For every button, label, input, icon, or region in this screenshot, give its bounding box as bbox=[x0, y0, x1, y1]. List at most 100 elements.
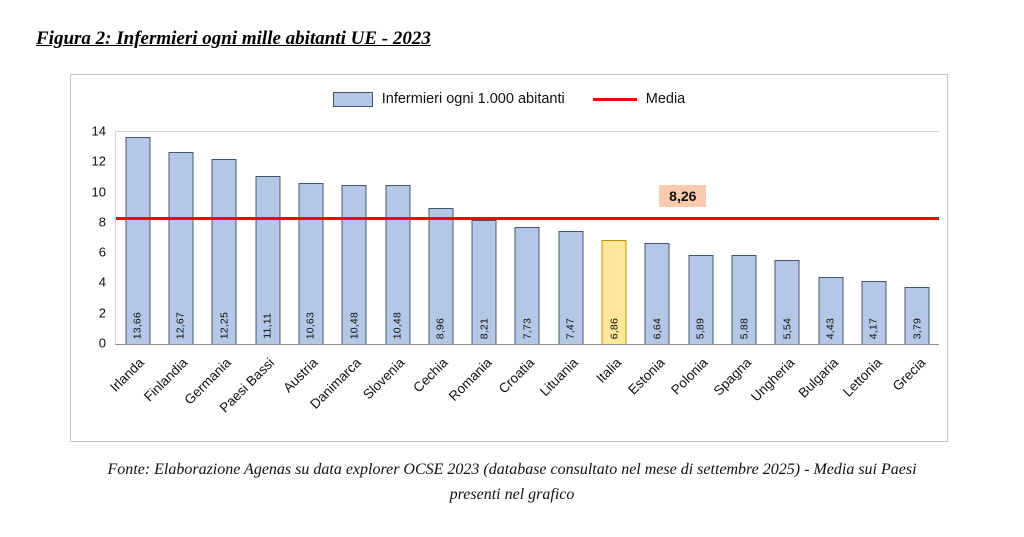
footnote: Fonte: Elaborazione Agenas su data explo… bbox=[0, 458, 1024, 508]
bar-slot: 6,86 bbox=[592, 132, 635, 344]
x-axis-labels: Irlanda Finlandia Germania Paesi Bassi Austr… bbox=[107, 345, 939, 445]
bar-slot: 5,54 bbox=[766, 132, 809, 344]
bar-value-label: 4,43 bbox=[824, 317, 837, 339]
y-tick-label: 0 bbox=[98, 335, 106, 351]
bar-value-label: 11,11 bbox=[261, 313, 274, 339]
x-axis-label: Lituania bbox=[536, 355, 581, 400]
bar-value-label: 7,73 bbox=[521, 317, 534, 339]
bar-slot: 5,89 bbox=[679, 132, 722, 344]
media-line bbox=[116, 216, 939, 220]
figure-title: Figura 2: Infermieri ogni mille abitanti… bbox=[36, 28, 431, 49]
bar-value-label: 10,63 bbox=[304, 311, 317, 339]
x-axis-label: Irlanda bbox=[107, 355, 148, 395]
y-tick-label: 2 bbox=[98, 305, 106, 321]
bar-value-label: 8,21 bbox=[478, 317, 491, 339]
bar: 10,63 bbox=[298, 183, 324, 344]
bar-slot: 12,25 bbox=[203, 132, 246, 344]
bar-value-label: 13,66 bbox=[131, 311, 144, 339]
bar-value-label: 6,64 bbox=[651, 317, 664, 339]
chart-region: 0 2 4 6 8 10 12 14 13,66 12,67 12,25 11,11 10,63 10,… bbox=[77, 124, 939, 445]
bar-slot: 5,88 bbox=[722, 132, 765, 344]
legend-item-media: Media bbox=[592, 91, 686, 107]
bar-value-label: 5,88 bbox=[738, 317, 751, 339]
bar: 11,11 bbox=[255, 175, 281, 344]
bar: 4,43 bbox=[818, 276, 844, 344]
bar-slot: 10,48 bbox=[376, 132, 419, 344]
bar: 12,67 bbox=[168, 152, 194, 344]
bar: 6,64 bbox=[644, 243, 670, 344]
bar-slot: 8,21 bbox=[463, 132, 506, 344]
media-line-icon bbox=[592, 97, 637, 101]
bar: 12,25 bbox=[211, 158, 237, 344]
x-axis-label: Lettonia bbox=[839, 355, 885, 400]
bar: 7,47 bbox=[558, 230, 584, 344]
y-tick-label: 4 bbox=[98, 274, 106, 290]
bar: 7,73 bbox=[514, 226, 540, 344]
x-axis-label: Cechia bbox=[410, 355, 451, 396]
plot-column: 13,66 12,67 12,25 11,11 10,63 10,48 10,48 8,96 8… bbox=[107, 131, 939, 445]
y-tick-label: 14 bbox=[91, 123, 106, 139]
legend-label-bars: Infermieri ogni 1.000 abitanti bbox=[381, 91, 565, 107]
y-tick-label: 10 bbox=[91, 184, 106, 200]
bar: 10,48 bbox=[341, 185, 367, 344]
bar-value-label: 4,17 bbox=[867, 317, 880, 339]
bar-swatch-icon bbox=[332, 91, 373, 107]
bar: 13,66 bbox=[125, 137, 151, 344]
x-axis-label: Croatia bbox=[496, 355, 538, 397]
media-value-label: 8,26 bbox=[659, 184, 707, 207]
bar: 8,21 bbox=[471, 219, 497, 344]
x-axis-label: Ungheria bbox=[748, 355, 798, 405]
y-tick-label: 6 bbox=[98, 244, 106, 260]
bar: 5,88 bbox=[731, 254, 757, 344]
bar-value-label: 10,48 bbox=[391, 311, 404, 339]
x-axis-label: Romania bbox=[445, 355, 495, 404]
bar-slot: 8,96 bbox=[419, 132, 462, 344]
bar-slot: 7,73 bbox=[506, 132, 549, 344]
bar-value-label: 8,96 bbox=[434, 317, 447, 339]
x-axis-label: Austria bbox=[280, 355, 321, 396]
x-axis-label: Grecia bbox=[889, 355, 928, 394]
bar-slot: 3,79 bbox=[896, 132, 939, 344]
bar: 5,54 bbox=[774, 260, 800, 344]
bar: 5,89 bbox=[688, 254, 714, 344]
bar: 3,79 bbox=[904, 286, 930, 344]
bar-slot: 12,67 bbox=[159, 132, 202, 344]
bar-slot: 7,47 bbox=[549, 132, 592, 344]
bar-value-label: 12,67 bbox=[174, 311, 187, 339]
y-tick-label: 12 bbox=[91, 153, 106, 169]
footnote-line-1: Fonte: Elaborazione Agenas su data explo… bbox=[107, 461, 917, 478]
y-tick-label: 8 bbox=[98, 214, 106, 230]
y-axis: 0 2 4 6 8 10 12 14 bbox=[77, 124, 115, 351]
bar-slot: 13,66 bbox=[116, 132, 159, 344]
bar-value-label: 5,54 bbox=[781, 317, 794, 339]
x-axis-label: Italia bbox=[593, 355, 625, 386]
plot-area: 13,66 12,67 12,25 11,11 10,63 10,48 10,48 8,96 8… bbox=[115, 131, 939, 345]
bar-slot: 6,64 bbox=[636, 132, 679, 344]
x-axis-label: Estonia bbox=[625, 355, 668, 398]
bar-slot: 10,63 bbox=[289, 132, 332, 344]
bars: 13,66 12,67 12,25 11,11 10,63 10,48 10,48 8,96 8… bbox=[116, 132, 939, 344]
bar: 10,48 bbox=[385, 185, 411, 344]
bar-value-label: 7,47 bbox=[564, 317, 577, 339]
bar-value-label: 3,79 bbox=[911, 317, 924, 339]
bar-value-label: 5,89 bbox=[694, 317, 707, 339]
legend-label-media: Media bbox=[645, 91, 686, 107]
legend: Infermieri ogni 1.000 abitanti Media bbox=[71, 91, 947, 107]
bar: 6,86 bbox=[601, 240, 627, 344]
bar-slot: 10,48 bbox=[333, 132, 376, 344]
x-axis-label: Bulgaria bbox=[795, 355, 842, 401]
x-axis-label: Slovenia bbox=[360, 355, 408, 403]
legend-item-bars: Infermieri ogni 1.000 abitanti bbox=[332, 91, 565, 107]
bar-value-label: 10,48 bbox=[348, 311, 361, 339]
footnote-line-2: presenti nel grafico bbox=[449, 485, 575, 503]
bar: 4,17 bbox=[861, 280, 887, 344]
bar-slot: 4,17 bbox=[852, 132, 895, 344]
bar-slot: 11,11 bbox=[246, 132, 289, 344]
bar-value-label: 6,86 bbox=[608, 317, 621, 339]
bar: 8,96 bbox=[428, 208, 454, 344]
bar-value-label: 12,25 bbox=[218, 311, 231, 339]
chart-frame: Infermieri ogni 1.000 abitanti Media 0 2 4… bbox=[70, 74, 948, 442]
bar-slot: 4,43 bbox=[809, 132, 852, 344]
x-axis-label: Polonia bbox=[668, 355, 712, 398]
